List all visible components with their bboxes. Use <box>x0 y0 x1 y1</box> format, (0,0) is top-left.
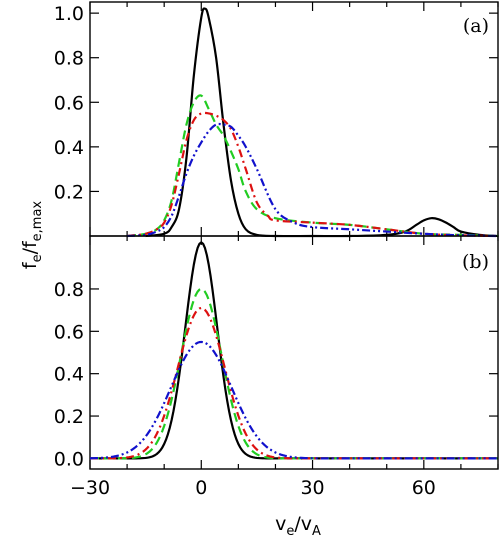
panel-a-ytick-label: 0.2 <box>54 181 84 203</box>
x-tick-label: −30 <box>70 477 110 499</box>
x-axis-label-sub: e <box>286 524 294 539</box>
panel-a-ytick-label: 0.4 <box>54 137 84 159</box>
panel-b-ytick-label: 0.4 <box>54 364 84 386</box>
panel-a-series-3 <box>127 122 499 238</box>
panel-a-series-2 <box>126 111 499 238</box>
panel-a-series-0 <box>145 7 499 238</box>
panel-b-series-1 <box>90 287 498 460</box>
panel-b-frame <box>89 235 499 470</box>
panel-a: 0.2 0.4 0.6 0.8 1.0 (a) <box>54 1 499 238</box>
panel-a-ytick-label: 0.8 <box>54 48 84 70</box>
y-axis-label: fe/fe,max <box>19 201 45 270</box>
panel-b-series-3 <box>89 340 498 460</box>
y-axis-label-sep: /f <box>19 240 41 254</box>
panel-b-ytick-label: 0.0 <box>54 448 84 470</box>
x-axis-label-sep: /v <box>294 513 312 535</box>
x-tick-label: 60 <box>412 477 436 499</box>
panel-a-frame <box>89 1 499 237</box>
panel-a-ytick-label: 1.0 <box>54 3 84 25</box>
panel-b-ytick-label: 0.6 <box>54 321 84 343</box>
x-axis-label-sub2: A <box>312 524 321 539</box>
panel-b: 0.0 0.2 0.4 0.6 0.8 −30 0 30 60 (b) <box>54 235 499 499</box>
x-tick-label: 30 <box>300 477 324 499</box>
y-axis-label-main: f <box>19 261 41 269</box>
x-tick-label: 0 <box>195 477 207 499</box>
y-axis-label-sub2: e,max <box>30 201 45 242</box>
panel-a-series-1 <box>126 94 499 238</box>
y-axis-label-sub: e <box>30 254 45 262</box>
panel-b-ytick-label: 0.2 <box>54 406 84 428</box>
panel-a-ytick-label: 0.6 <box>54 92 84 114</box>
panel-b-series-0 <box>90 241 498 460</box>
panel-b-label: (b) <box>462 251 489 273</box>
panel-a-label: (a) <box>463 15 489 37</box>
panel-b-series-2 <box>90 306 498 460</box>
x-axis-label: ve/vA <box>275 513 321 539</box>
x-axis-label-main: v <box>275 513 286 535</box>
panel-b-ytick-label: 0.8 <box>54 279 84 301</box>
